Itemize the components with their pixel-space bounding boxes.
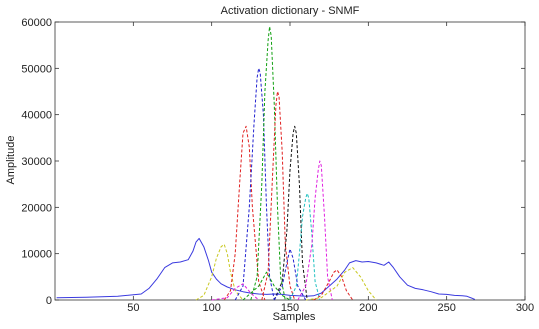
- x-tick-label: 250: [437, 302, 455, 314]
- series-line-6: [261, 91, 296, 301]
- series-line-5: [250, 26, 286, 301]
- y-axis-label: Amplitude: [5, 136, 17, 185]
- x-tick-label: 300: [516, 302, 534, 314]
- series-layer: [56, 26, 476, 301]
- series-line-9: [297, 160, 333, 301]
- y-tick-label: 20000: [21, 202, 52, 214]
- x-tick-label: 200: [359, 302, 377, 314]
- x-tick-label: 150: [281, 302, 299, 314]
- series-line-7: [273, 125, 308, 301]
- series-line-13: [273, 248, 307, 301]
- y-tick-label: 50000: [21, 63, 52, 75]
- x-tick-label: 50: [127, 302, 139, 314]
- series-line-12: [242, 271, 291, 301]
- series-line-10: [313, 269, 354, 301]
- x-tick-label: 100: [202, 302, 220, 314]
- series-line-3: [223, 125, 266, 301]
- chart-title: Activation dictionary - SNMF: [221, 5, 360, 17]
- plot-frame: [54, 21, 526, 301]
- y-tick-label: 30000: [21, 156, 52, 168]
- x-axis-label: Samples: [273, 311, 316, 323]
- series-line-2: [195, 243, 244, 301]
- y-tick-label: 60000: [21, 17, 52, 29]
- series-line-14: [211, 283, 260, 301]
- y-tick-label: 10000: [21, 249, 52, 261]
- series-line-4: [234, 67, 275, 301]
- series-line-1: [56, 237, 476, 300]
- series-line-11: [305, 267, 377, 301]
- series-line-8: [289, 192, 321, 301]
- axes-layer: 50 100 150 200 250 300 0 10000 20000 30000 40000 50…: [21, 17, 534, 314]
- y-tick-label: 0: [46, 295, 52, 307]
- y-tick-label: 40000: [21, 110, 52, 122]
